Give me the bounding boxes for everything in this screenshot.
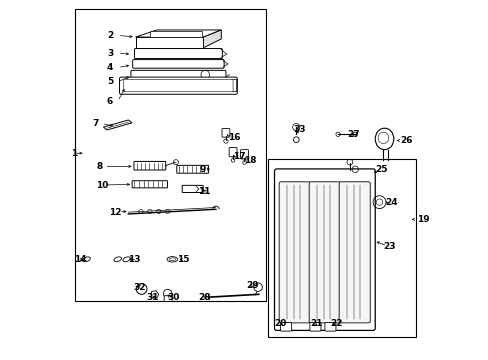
Text: 21: 21 xyxy=(310,319,323,328)
FancyBboxPatch shape xyxy=(279,182,309,323)
Bar xyxy=(149,31,201,37)
Text: 13: 13 xyxy=(128,255,141,264)
Text: 7: 7 xyxy=(93,119,99,128)
Text: 8: 8 xyxy=(96,162,102,171)
Text: 27: 27 xyxy=(346,130,359,139)
Polygon shape xyxy=(103,120,132,130)
Text: 4: 4 xyxy=(107,63,113,72)
Text: 10: 10 xyxy=(96,180,108,189)
FancyBboxPatch shape xyxy=(164,296,172,301)
FancyBboxPatch shape xyxy=(280,323,291,331)
FancyBboxPatch shape xyxy=(131,70,225,79)
Bar xyxy=(267,158,415,337)
Text: 3: 3 xyxy=(107,49,113,58)
Text: 18: 18 xyxy=(244,156,256,165)
Text: 29: 29 xyxy=(246,281,258,290)
FancyBboxPatch shape xyxy=(339,182,369,323)
Text: 1: 1 xyxy=(71,149,77,158)
Text: 2: 2 xyxy=(107,31,113,40)
Text: 26: 26 xyxy=(399,136,411,145)
Text: 11: 11 xyxy=(198,187,210,196)
FancyBboxPatch shape xyxy=(119,77,237,94)
FancyBboxPatch shape xyxy=(134,161,165,170)
Text: 22: 22 xyxy=(329,319,342,328)
Polygon shape xyxy=(135,37,203,48)
Text: 17: 17 xyxy=(232,152,245,161)
Text: 31: 31 xyxy=(146,293,159,302)
Text: 5: 5 xyxy=(107,77,113,86)
FancyBboxPatch shape xyxy=(132,60,224,68)
Text: 12: 12 xyxy=(108,208,121,217)
FancyBboxPatch shape xyxy=(309,323,320,331)
FancyBboxPatch shape xyxy=(134,49,222,59)
FancyBboxPatch shape xyxy=(222,129,229,137)
Text: 20: 20 xyxy=(274,319,286,328)
FancyBboxPatch shape xyxy=(274,169,374,330)
FancyBboxPatch shape xyxy=(324,323,335,331)
Text: 16: 16 xyxy=(228,132,241,141)
Polygon shape xyxy=(135,30,221,37)
Text: 6: 6 xyxy=(107,97,113,106)
Text: 14: 14 xyxy=(74,255,86,264)
Text: 19: 19 xyxy=(416,215,428,224)
Text: 30: 30 xyxy=(167,293,180,302)
FancyBboxPatch shape xyxy=(132,181,167,188)
FancyBboxPatch shape xyxy=(177,165,208,173)
Text: 25: 25 xyxy=(374,166,386,175)
Text: 32: 32 xyxy=(133,283,145,292)
Text: 24: 24 xyxy=(385,198,397,207)
Polygon shape xyxy=(203,30,221,48)
Text: 33: 33 xyxy=(293,126,305,135)
FancyBboxPatch shape xyxy=(240,150,248,159)
FancyBboxPatch shape xyxy=(308,182,340,323)
Text: 28: 28 xyxy=(198,293,210,302)
Text: 23: 23 xyxy=(382,242,395,251)
FancyBboxPatch shape xyxy=(229,148,237,157)
FancyBboxPatch shape xyxy=(182,185,203,193)
Text: 15: 15 xyxy=(176,255,189,264)
Bar xyxy=(75,9,265,301)
Text: 9: 9 xyxy=(200,166,206,175)
Polygon shape xyxy=(151,291,159,298)
FancyBboxPatch shape xyxy=(123,80,233,92)
